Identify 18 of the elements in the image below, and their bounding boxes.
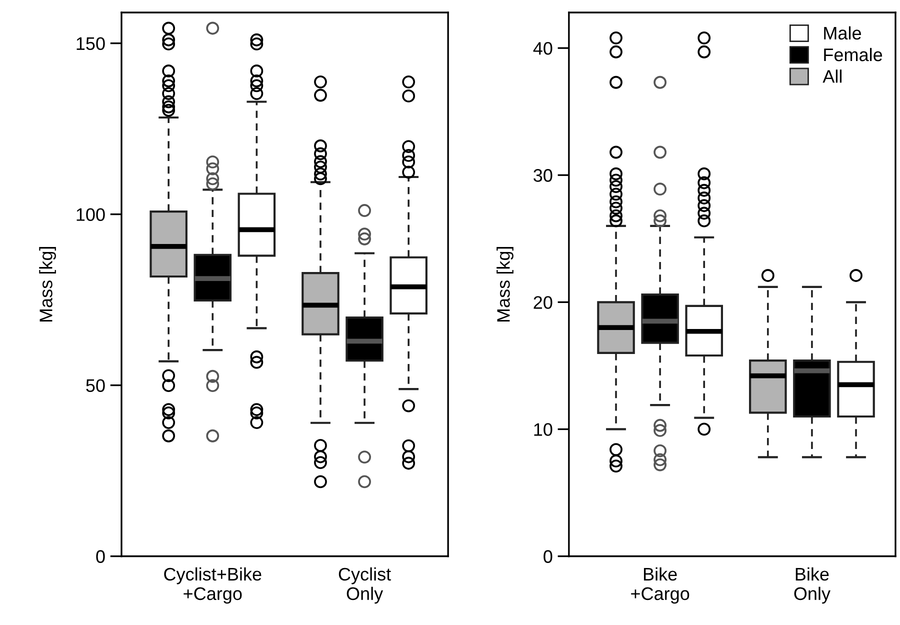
y-tick-label: 30 [534,169,552,182]
y-axis-title: Mass [kg] [496,247,514,322]
legend-label: Male [824,26,861,40]
y-tick-label: 100 [76,208,105,221]
y-tick-label: 0 [96,550,105,563]
x-tick-label: Bike Only [794,567,830,604]
x-tick-label: Bike +Cargo [631,567,690,604]
legend-label: Female [824,48,882,62]
legend-label: All [822,70,842,83]
x-tick-label: Cyclist+Bike +Cargo [164,567,262,604]
y-tick-label: 50 [86,379,105,392]
y-tick-label: 40 [533,42,552,55]
x-tick-label: Cyclist Only [338,567,391,604]
y-axis-title: Mass [kg] [39,247,56,322]
y-tick-label: 0 [544,550,552,563]
y-tick-label: 150 [76,37,105,50]
y-tick-label: 10 [534,423,552,436]
y-tick-label: 20 [534,296,552,309]
